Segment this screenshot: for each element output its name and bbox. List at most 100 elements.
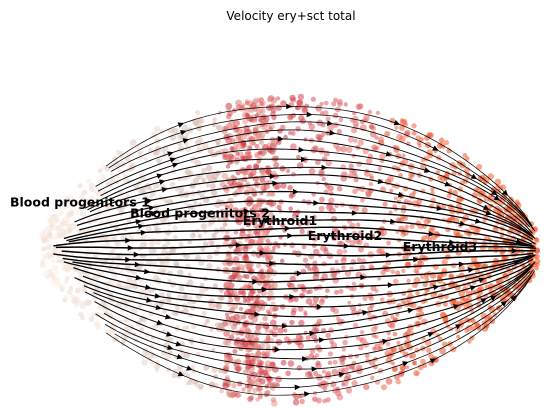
cell-point bbox=[202, 241, 209, 247]
cell-point bbox=[247, 369, 252, 374]
cell-point bbox=[370, 375, 375, 380]
cell-point bbox=[277, 327, 284, 334]
streamline-arrow bbox=[167, 344, 174, 350]
cell-point bbox=[267, 267, 274, 275]
cell-point bbox=[291, 112, 297, 118]
cell-point bbox=[238, 212, 245, 219]
cell-point bbox=[219, 388, 225, 394]
cell-point bbox=[379, 232, 385, 237]
cell-point bbox=[471, 325, 477, 331]
cell-point bbox=[417, 364, 424, 371]
cell-point bbox=[381, 384, 387, 391]
cell-point bbox=[419, 137, 424, 142]
cell-point bbox=[122, 318, 128, 323]
cell-point bbox=[327, 360, 333, 366]
cell-point bbox=[199, 288, 205, 295]
cell-point bbox=[250, 102, 257, 110]
cell-point bbox=[237, 138, 243, 143]
cell-point bbox=[531, 226, 539, 233]
cell-point bbox=[329, 267, 336, 273]
cell-point bbox=[285, 169, 291, 174]
cell-point bbox=[241, 387, 246, 392]
cell-point bbox=[411, 130, 417, 136]
cell-point bbox=[259, 268, 265, 274]
streamline-arrow bbox=[146, 198, 153, 204]
cell-point bbox=[355, 364, 363, 371]
cell-point bbox=[289, 275, 296, 282]
cell-point bbox=[332, 387, 339, 394]
cell-point bbox=[330, 306, 336, 312]
cell-point bbox=[262, 315, 268, 322]
cell-point bbox=[258, 199, 264, 205]
cell-point bbox=[132, 307, 139, 314]
cell-point bbox=[312, 273, 320, 281]
cell-point bbox=[107, 252, 113, 258]
cell-point bbox=[248, 238, 255, 246]
cell-point bbox=[122, 178, 128, 184]
cell-point bbox=[42, 269, 50, 277]
cell-point bbox=[271, 200, 276, 206]
cell-point bbox=[420, 273, 426, 280]
cell-point bbox=[318, 147, 325, 154]
cell-point bbox=[232, 349, 238, 354]
cell-point bbox=[51, 219, 58, 225]
cell-point bbox=[224, 205, 230, 210]
cell-point bbox=[221, 259, 229, 266]
cell-point bbox=[187, 300, 193, 306]
cell-point bbox=[88, 194, 95, 201]
cell-point bbox=[234, 338, 240, 344]
streamline-arrow bbox=[172, 162, 179, 168]
cell-point bbox=[149, 360, 154, 365]
cell-point bbox=[56, 259, 61, 264]
cell-point bbox=[390, 346, 396, 353]
streamline-arrow bbox=[329, 129, 336, 136]
cell-point bbox=[330, 381, 337, 388]
cell-point bbox=[198, 260, 205, 266]
cell-point bbox=[138, 253, 144, 258]
velocity-streamline bbox=[114, 270, 536, 388]
cell-point bbox=[239, 155, 246, 161]
cell-point bbox=[356, 239, 363, 246]
cluster-label-erythroid3: Erythroid3 bbox=[403, 239, 477, 254]
cell-point bbox=[162, 309, 167, 314]
cell-point bbox=[244, 248, 249, 253]
cell-point bbox=[448, 273, 454, 279]
cell-point bbox=[155, 360, 160, 365]
cell-point bbox=[237, 291, 242, 296]
streamline-arrow bbox=[474, 218, 482, 224]
cell-point bbox=[229, 282, 235, 289]
cell-point bbox=[313, 248, 320, 256]
cell-point bbox=[315, 104, 323, 112]
cell-point bbox=[309, 348, 316, 354]
cell-point bbox=[277, 128, 283, 134]
cell-point bbox=[270, 397, 277, 403]
cell-point bbox=[280, 100, 287, 107]
cell-point bbox=[254, 143, 260, 149]
cell-point bbox=[336, 248, 343, 256]
cell-point bbox=[402, 228, 409, 236]
cell-point bbox=[46, 233, 53, 240]
cell-point bbox=[296, 339, 303, 346]
cell-point bbox=[152, 274, 160, 282]
cell-point bbox=[359, 330, 365, 335]
cell-point bbox=[193, 200, 198, 206]
cell-point bbox=[332, 112, 339, 119]
cell-point bbox=[323, 247, 329, 252]
cell-point bbox=[422, 363, 428, 369]
cell-point bbox=[458, 319, 466, 326]
cluster-label-erythroid2: Erythroid2 bbox=[308, 228, 382, 243]
cell-point bbox=[122, 198, 130, 205]
cell-point bbox=[200, 246, 206, 252]
cell-point bbox=[140, 315, 147, 323]
cell-point bbox=[290, 131, 296, 136]
cell-point bbox=[267, 290, 274, 297]
cell-point bbox=[194, 381, 200, 388]
cell-point bbox=[137, 304, 143, 309]
cell-point bbox=[276, 244, 281, 249]
cell-point bbox=[283, 328, 288, 333]
streamline-arrow bbox=[134, 261, 141, 268]
cell-point bbox=[190, 365, 196, 370]
cell-point bbox=[275, 375, 282, 383]
cell-point bbox=[79, 194, 85, 200]
cell-point bbox=[310, 96, 316, 102]
